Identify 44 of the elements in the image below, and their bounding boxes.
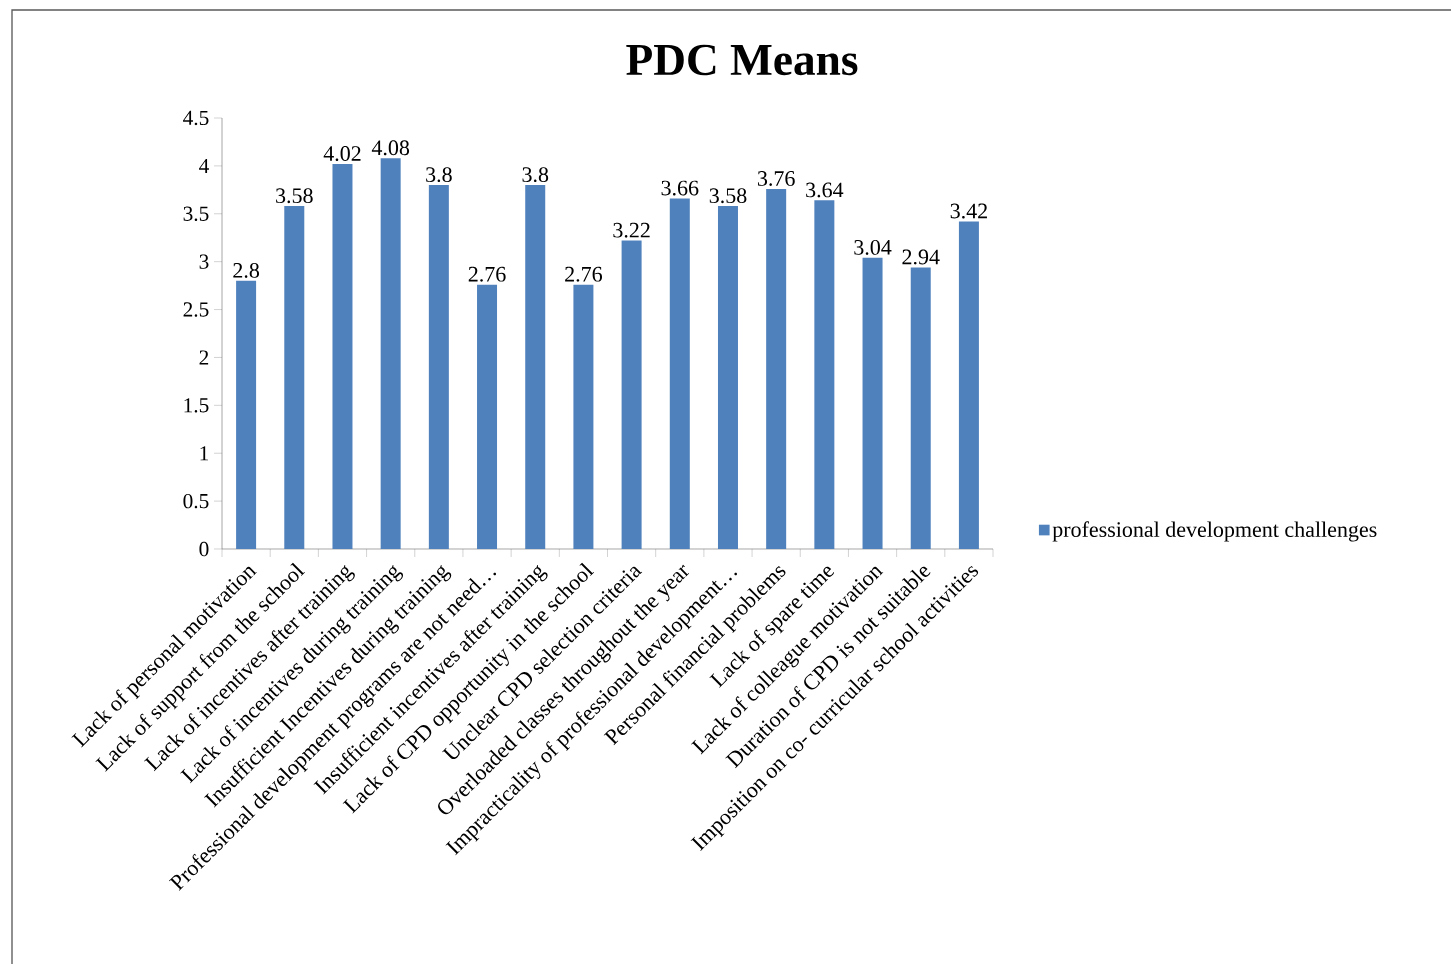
y-tick-label: 2.5 bbox=[183, 302, 209, 317]
data-label: 3.58 bbox=[709, 188, 747, 204]
bar bbox=[814, 200, 835, 549]
chart-title: PDC Means bbox=[626, 44, 858, 76]
data-label: 3.42 bbox=[950, 203, 987, 219]
bar bbox=[525, 185, 546, 549]
bar bbox=[284, 206, 305, 549]
y-tick-label: 2 bbox=[199, 350, 209, 365]
data-label: 3.04 bbox=[854, 239, 892, 255]
bar bbox=[717, 206, 738, 549]
data-label: 2.8 bbox=[233, 262, 260, 278]
y-tick-label: 3 bbox=[199, 254, 209, 269]
bar bbox=[380, 158, 401, 549]
bar bbox=[236, 280, 257, 549]
y-tick-label: 3.5 bbox=[183, 206, 209, 221]
data-label: 3.66 bbox=[661, 180, 699, 196]
bar bbox=[910, 267, 931, 549]
bar bbox=[332, 163, 353, 549]
data-label: 3.22 bbox=[613, 222, 650, 238]
legend-label: professional development challenges bbox=[1052, 521, 1377, 542]
y-tick-label: 1.5 bbox=[184, 398, 209, 413]
y-tick-label: 0.5 bbox=[183, 493, 209, 509]
bar bbox=[669, 198, 690, 549]
data-label: 4.08 bbox=[371, 140, 410, 156]
data-label: 2.94 bbox=[902, 249, 940, 265]
bar bbox=[766, 188, 787, 549]
data-label: 2.76 bbox=[565, 266, 603, 282]
y-tick-label: 4 bbox=[199, 158, 209, 173]
bar bbox=[477, 284, 498, 549]
bar bbox=[428, 185, 449, 549]
data-label: 3.76 bbox=[757, 171, 795, 186]
data-label: 2.76 bbox=[468, 266, 506, 282]
bar bbox=[862, 257, 883, 549]
y-tick-label: 4.5 bbox=[183, 110, 209, 126]
bar bbox=[621, 240, 642, 549]
data-label: 3.8 bbox=[522, 167, 549, 183]
bar bbox=[958, 221, 979, 549]
y-tick-label: 0 bbox=[199, 541, 209, 557]
data-label: 4.02 bbox=[323, 146, 361, 162]
bar bbox=[573, 284, 594, 549]
data-label: 3.8 bbox=[426, 167, 452, 183]
data-label: 3.64 bbox=[806, 182, 844, 198]
data-label: 3.58 bbox=[276, 188, 313, 204]
y-tick-label: 1 bbox=[200, 446, 209, 461]
